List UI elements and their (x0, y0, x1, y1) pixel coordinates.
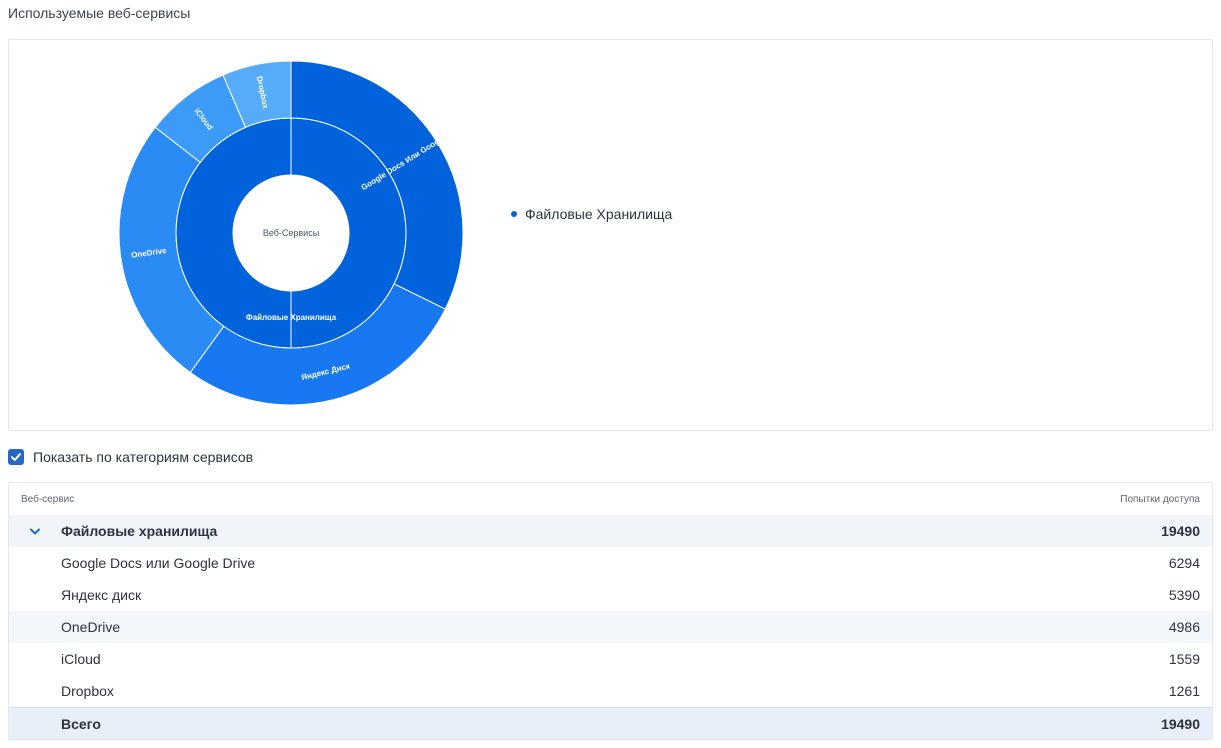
inner-segment-label: Файловые Хранилища (246, 313, 337, 322)
row-value: 6294 (1168, 555, 1200, 571)
chart-center-label: Веб-Сервисы (263, 228, 319, 238)
outer-segment-яндекс-диск[interactable] (189, 283, 446, 406)
total-row: Всего 19490 (9, 707, 1212, 739)
total-value: 19490 (1161, 716, 1200, 732)
group-value: 19490 (1161, 523, 1200, 539)
outer-segment-onedrive[interactable] (118, 126, 225, 374)
row-name: Google Docs или Google Drive (61, 555, 256, 571)
legend-label: Файловые Хранилища (525, 206, 673, 222)
row-name: Яндекс диск (61, 587, 142, 603)
row-name: OneDrive (61, 619, 121, 635)
legend-dot-icon (511, 211, 517, 217)
section-title: Используемые веб-сервисы (8, 5, 191, 21)
table-row[interactable]: Google Docs или Google Drive 6294 (9, 547, 1212, 579)
table-row[interactable]: iCloud 1559 (9, 643, 1212, 675)
table-row[interactable]: Dropbox 1261 (9, 675, 1212, 707)
checkbox-label: Показать по категориям сервисов (33, 449, 254, 465)
table-header: Веб-сервис Попытки доступа (9, 483, 1212, 515)
chart-card: Файловые Хранилища Google Docs Или Google… (8, 39, 1213, 431)
column-header-service[interactable]: Веб-сервис (21, 493, 75, 505)
group-name: Файловые хранилища (61, 523, 218, 539)
chart-center (233, 175, 349, 291)
total-label: Всего (61, 716, 101, 732)
chevron-down-icon[interactable] (9, 528, 61, 535)
checkbox-checked-icon[interactable] (8, 449, 24, 465)
table-row[interactable]: OneDrive 4986 (9, 611, 1212, 643)
chart-legend[interactable]: Файловые Хранилища (511, 206, 672, 222)
outer-segment-google-docs-или-google-drive[interactable] (290, 60, 464, 310)
row-value: 1559 (1168, 651, 1200, 667)
row-value: 4986 (1168, 619, 1200, 635)
column-header-attempts[interactable]: Попытки доступа (1120, 493, 1200, 505)
row-name: Dropbox (61, 683, 114, 699)
row-value: 5390 (1168, 587, 1200, 603)
outer-segment-dropbox[interactable] (222, 60, 292, 129)
row-name: iCloud (61, 651, 101, 667)
group-row-file-storage[interactable]: Файловые хранилища 19490 (9, 515, 1212, 547)
row-value: 1261 (1168, 683, 1200, 699)
table-row[interactable]: Яндекс диск 5390 (9, 579, 1212, 611)
services-table: Веб-сервис Попытки доступа Файловые хран… (8, 482, 1213, 740)
show-by-category-checkbox[interactable]: Показать по категориям сервисов (8, 449, 253, 465)
